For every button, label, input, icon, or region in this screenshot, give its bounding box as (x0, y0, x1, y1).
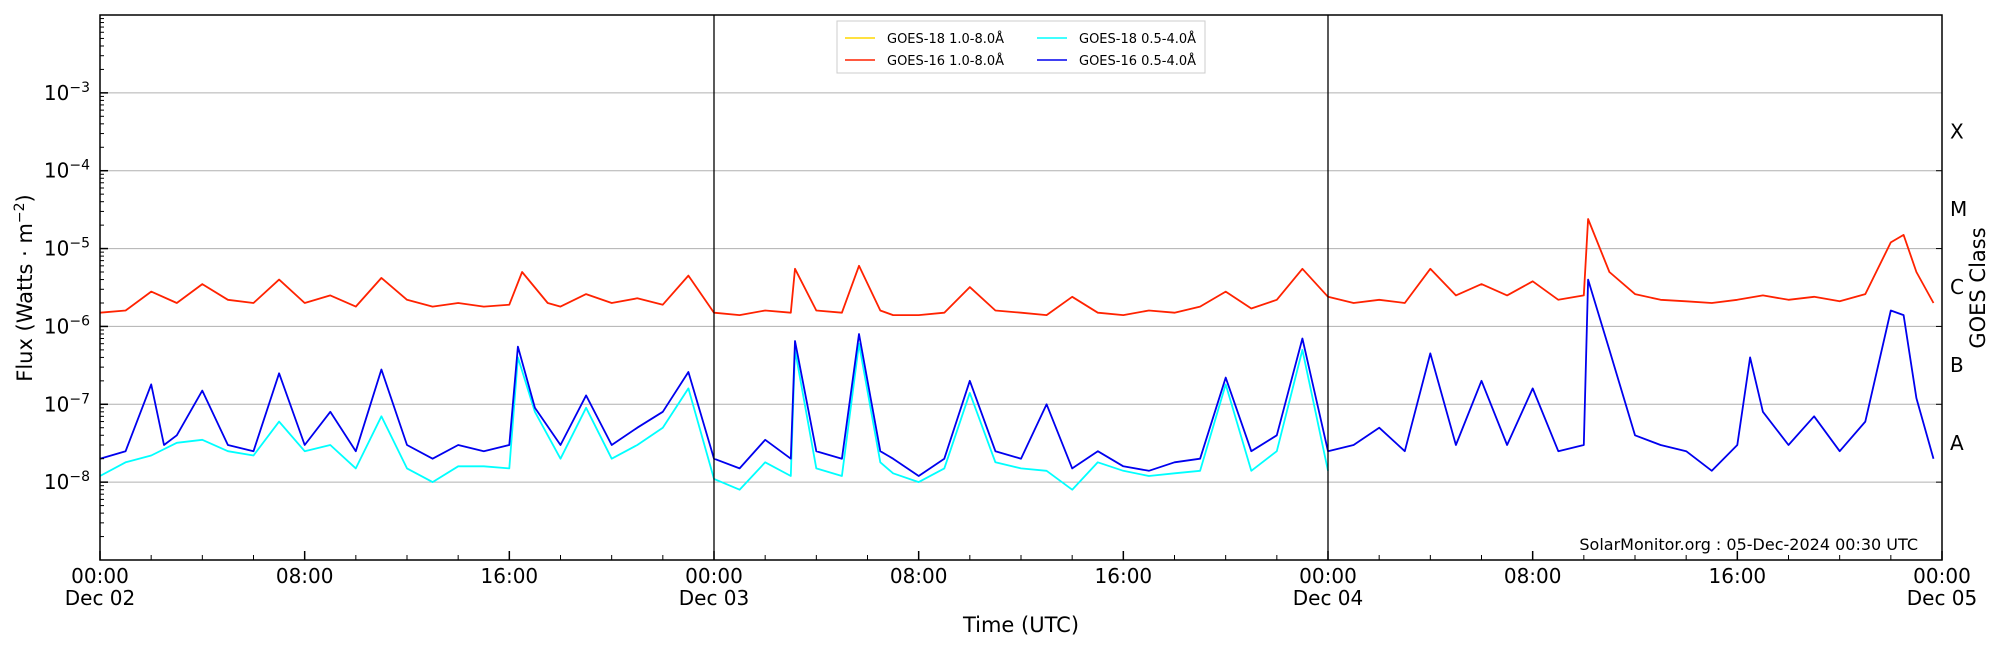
y-axis-title: Flux (Watts · m−2) (12, 194, 37, 382)
x-tick-label-5: 16:00 (1095, 564, 1153, 588)
x-tick-label-3: 00:00 (685, 564, 743, 588)
x-tick-label-6: 00:00 (1299, 564, 1357, 588)
y-tick-label-3: 10−5 (44, 236, 90, 261)
legend-label-2: GOES-16 1.0-8.0Å (887, 53, 1004, 69)
series-line-2 (99, 218, 1935, 316)
day-separator-layer (713, 15, 1329, 560)
y-tick-label-1: 10−7 (44, 391, 90, 416)
class-label-M: M (1950, 197, 1967, 221)
series-layer (99, 218, 1935, 491)
class-label-C: C (1950, 275, 1964, 299)
class-label-A: A (1950, 431, 1964, 455)
series-line-3 (99, 278, 1935, 477)
goes-class-labels: A B C M X (1936, 119, 1967, 483)
x-tick-date-6: Dec 04 (1293, 586, 1364, 610)
y-tick-label-0: 10−8 (44, 469, 90, 494)
y-axis-ticks: 10−8 10−7 10−6 10−5 10−4 10−3 (44, 18, 108, 538)
class-label-X: X (1950, 119, 1964, 143)
x-tick-label-4: 08:00 (890, 564, 948, 588)
x-tick-date-0: Dec 02 (65, 586, 136, 610)
series-line-1 (99, 342, 1329, 491)
x-tick-date-9: Dec 05 (1907, 586, 1978, 610)
legend: GOES-18 1.0-8.0Å GOES-18 0.5-4.0Å GOES-16 … (836, 20, 1206, 74)
legend-label-3: GOES-16 0.5-4.0Å (1079, 53, 1196, 69)
class-label-B: B (1950, 353, 1964, 377)
x-tick-label-7: 08:00 (1504, 564, 1562, 588)
legend-label-0: GOES-18 1.0-8.0Å (887, 31, 1004, 47)
y-tick-label-5: 10−3 (44, 80, 90, 105)
x-tick-label-1: 08:00 (276, 564, 334, 588)
legend-label-1: GOES-18 0.5-4.0Å (1079, 31, 1196, 47)
grid-layer (100, 92, 1942, 483)
y-tick-label-2: 10−6 (44, 313, 90, 338)
x-tick-label-8: 16:00 (1709, 564, 1767, 588)
x-tick-label-9: 00:00 (1913, 564, 1971, 588)
legend-box (836, 20, 1206, 74)
y-tick-label-4: 10−4 (44, 158, 90, 183)
x-tick-label-0: 00:00 (71, 564, 129, 588)
x-tick-date-3: Dec 03 (679, 586, 750, 610)
x-axis-title: Time (UTC) (962, 613, 1079, 637)
credit-text: SolarMonitor.org : 05-Dec-2024 00:30 UTC (1579, 535, 1918, 554)
x-tick-label-2: 16:00 (481, 564, 539, 588)
goes-class-axis-title: GOES Class (1966, 227, 1990, 348)
